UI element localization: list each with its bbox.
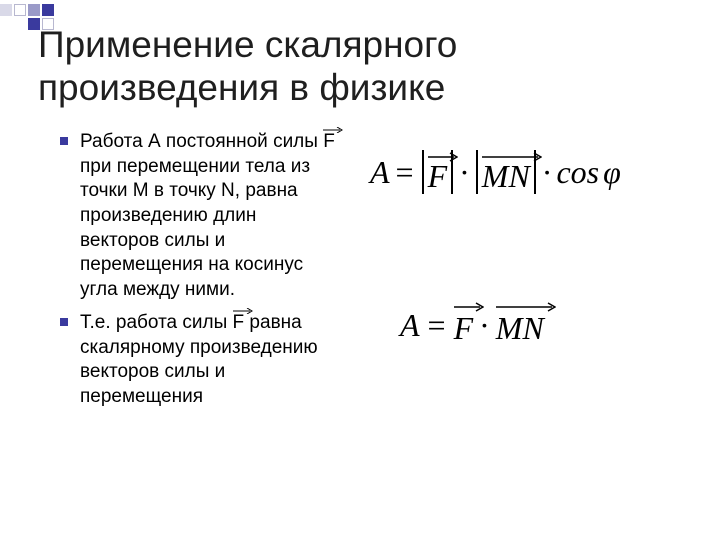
- slide: Применение скалярного произведения в физ…: [0, 0, 720, 540]
- deco-square: [28, 4, 40, 16]
- vector-F: F: [233, 311, 245, 336]
- formula-area: A = F · MN · cos φ A =: [370, 150, 700, 347]
- bullet-text: Т.е. работа силы F равна скалярному прои…: [80, 311, 340, 410]
- bullet-item: Т.е. работа силы F равна скалярному прои…: [60, 311, 340, 410]
- vector-F: F: [323, 130, 335, 155]
- text-run: Работа А постоянной силы: [80, 131, 323, 152]
- deco-square: [14, 18, 26, 30]
- vector-arrow-icon: [496, 302, 556, 312]
- vector-arrow-icon: [428, 152, 458, 162]
- bullet-text: Работа А постоянной силы F при перемещен…: [80, 130, 340, 303]
- formula-work-magnitudes: A = F · MN · cos φ: [370, 150, 700, 194]
- formula-work-dot-product: A = F · MN: [370, 304, 700, 347]
- vector-F: F: [454, 304, 474, 347]
- vector-F: F: [428, 154, 448, 192]
- sym-cos: cos: [556, 154, 599, 191]
- sym-A: A: [370, 154, 390, 191]
- abs-F: F: [422, 150, 454, 194]
- bullet-item: Работа А постоянной силы F при перемещен…: [60, 130, 340, 303]
- abs-MN: MN: [476, 150, 536, 194]
- deco-square: [0, 4, 12, 16]
- deco-square: [42, 4, 54, 16]
- body-text: Работа А постоянной силы F при перемещен…: [60, 130, 340, 418]
- sym-dot: ·: [542, 154, 553, 191]
- sym-eq: =: [428, 307, 446, 344]
- sym-dot: ·: [459, 154, 470, 191]
- vector-MN: MN: [496, 304, 544, 347]
- slide-title: Применение скалярного произведения в физ…: [38, 24, 690, 109]
- sym-eq: =: [396, 154, 414, 191]
- deco-row: [0, 4, 56, 16]
- bullet-marker-icon: [60, 137, 68, 145]
- text-run: при перемещении тела из точки М в точку …: [80, 156, 310, 300]
- sym-A: A: [400, 307, 420, 344]
- deco-square: [0, 18, 12, 30]
- vector-arrow-icon: [454, 302, 484, 312]
- vector-MN: MN: [482, 154, 530, 192]
- sym-dot: ·: [479, 307, 490, 344]
- bullet-marker-icon: [60, 318, 68, 326]
- deco-square: [14, 4, 26, 16]
- vector-arrow-icon: [482, 152, 542, 162]
- sym-phi: φ: [603, 154, 621, 191]
- text-run: Т.е. работа силы: [80, 312, 233, 333]
